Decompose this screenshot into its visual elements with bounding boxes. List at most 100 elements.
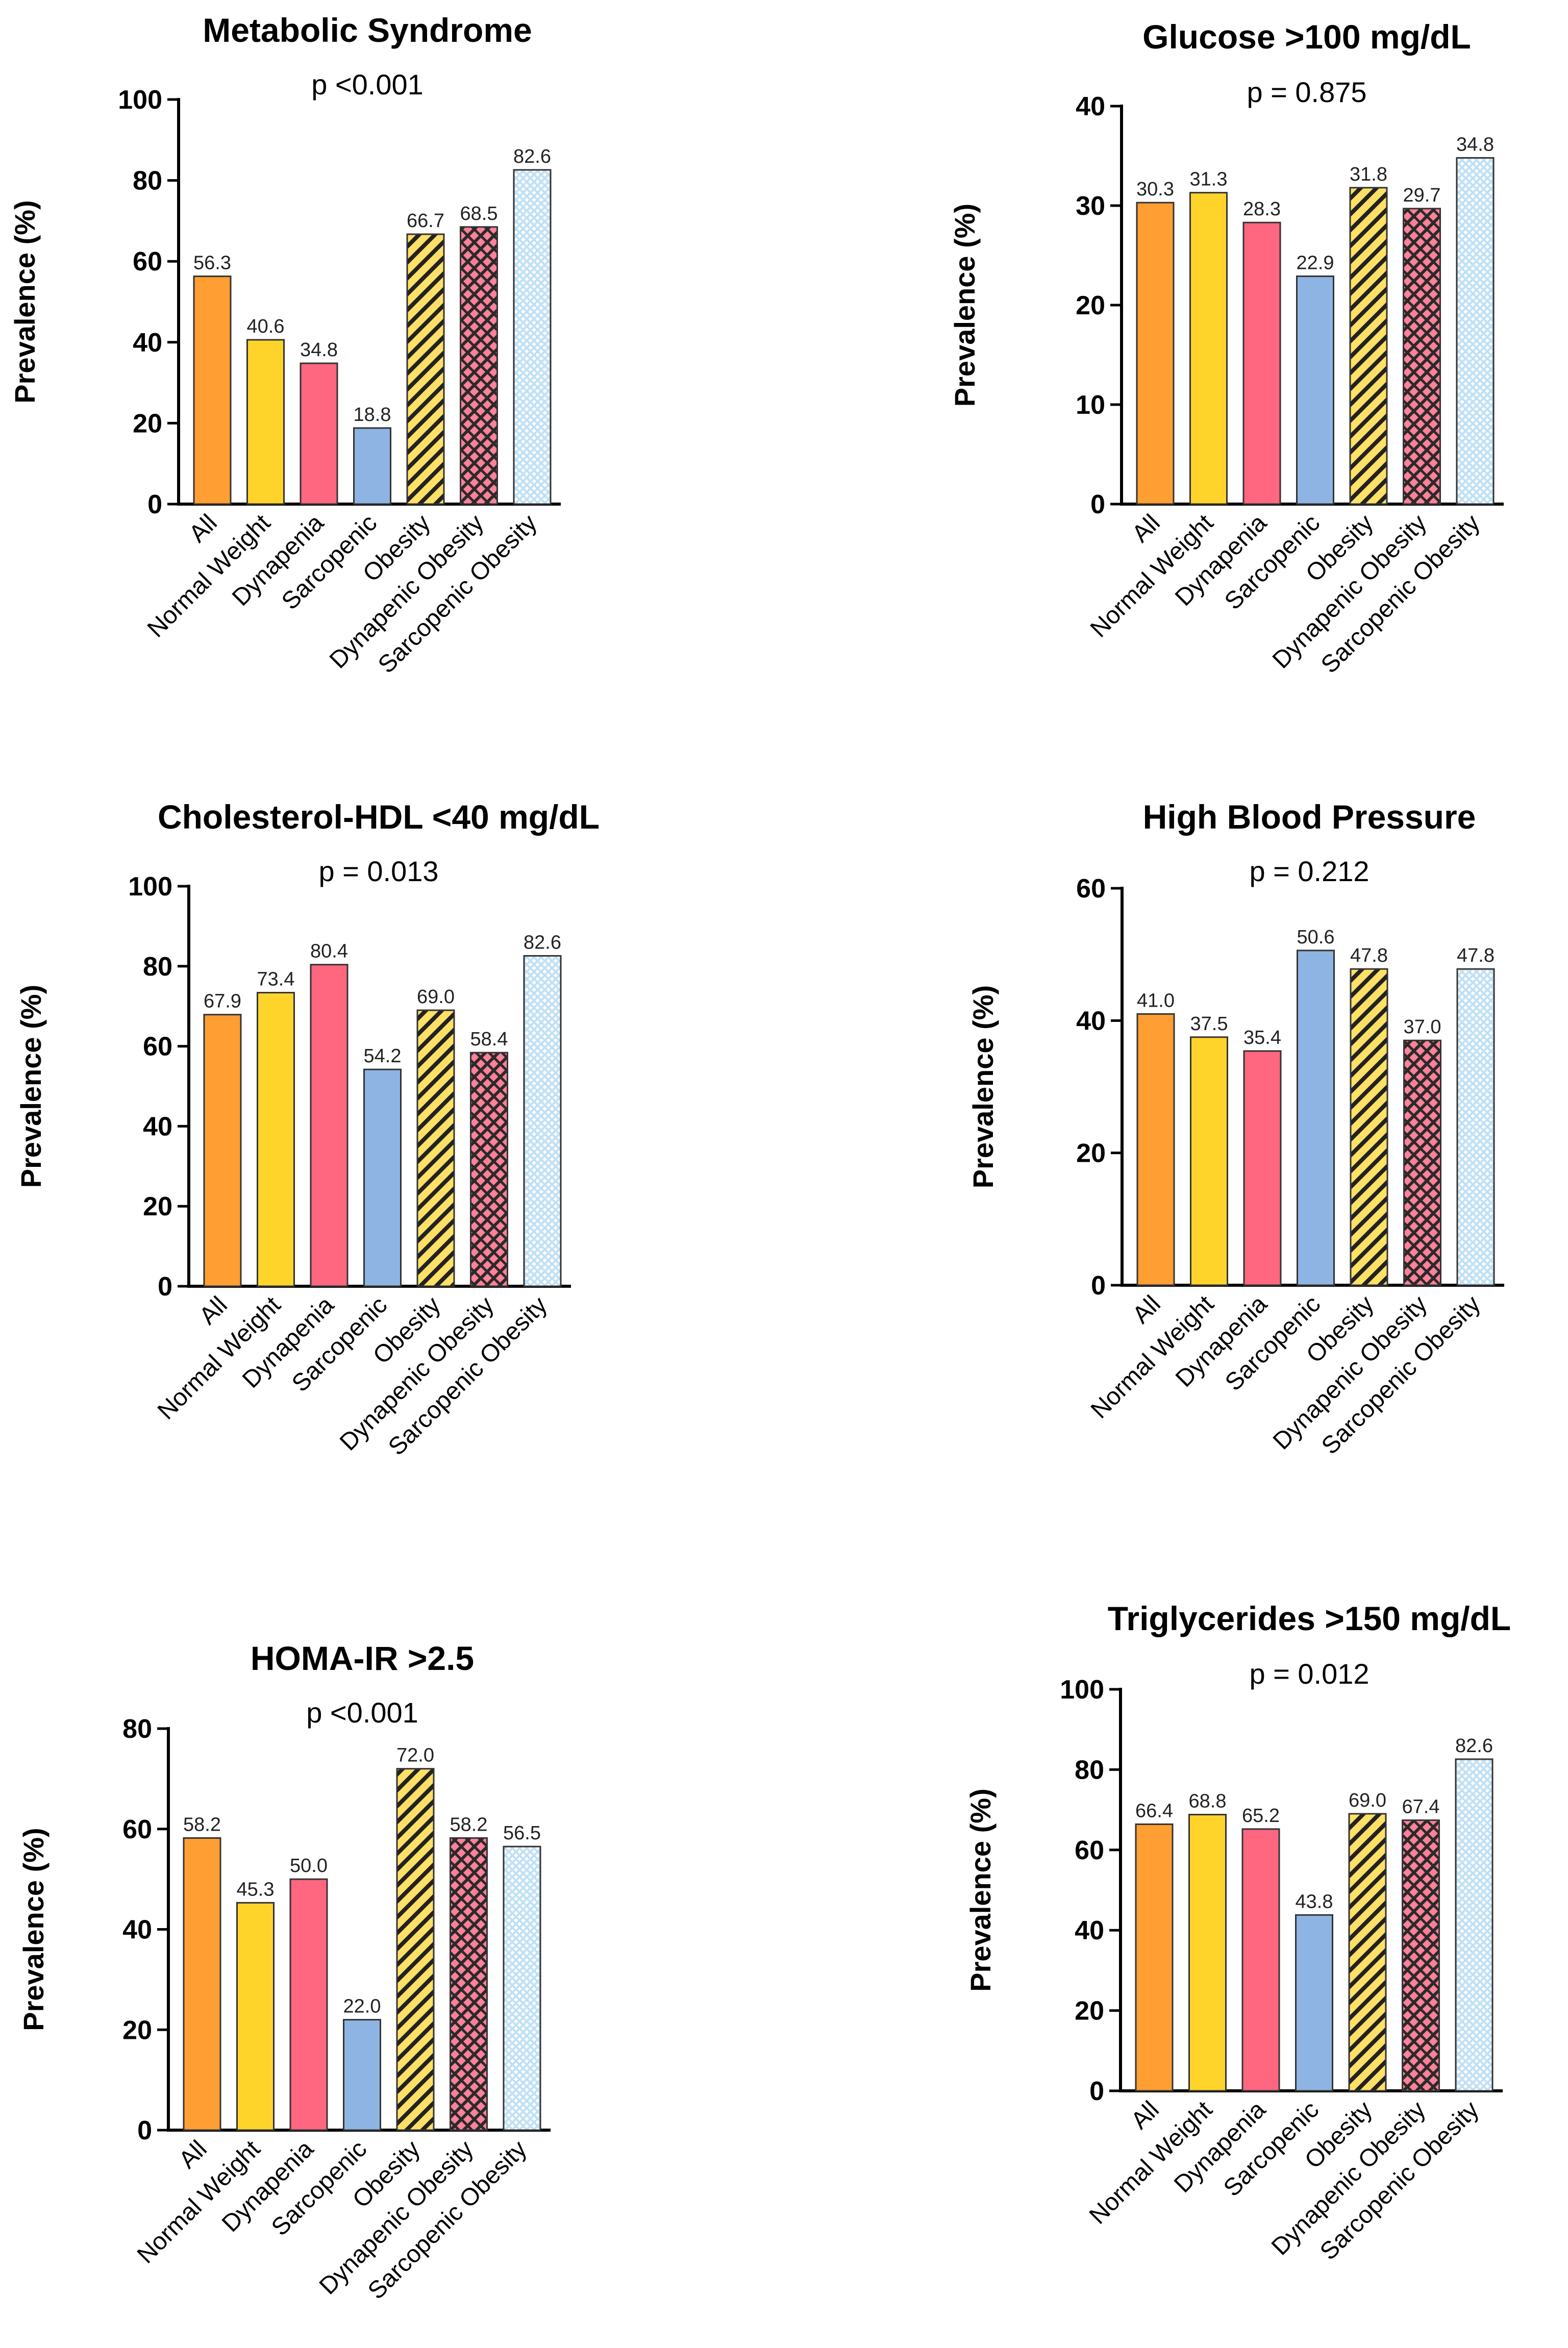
panel-glucose: Glucose >100 mg/dL p = 0.875 Prevalence (%… bbox=[784, 0, 1567, 783]
bar-obesity bbox=[416, 1009, 455, 1287]
chart-triglycerides: Triglycerides >150 mg/dL p = 0.012 Prevale… bbox=[964, 1600, 1511, 2265]
bar-obesity bbox=[1348, 1813, 1387, 2092]
bar-dynapenic-obesity bbox=[450, 1837, 488, 2131]
data-label-all: 66.4 bbox=[1135, 1800, 1173, 1821]
bar-dynapenia bbox=[1243, 1050, 1282, 1286]
data-label-normal-weight: 31.3 bbox=[1190, 169, 1228, 190]
data-label-sarcopenic: 54.2 bbox=[364, 1045, 402, 1067]
p-value: p = 0.875 bbox=[1247, 76, 1366, 108]
x-tick-label-all: All bbox=[184, 509, 222, 547]
bar-sarcopenic-obesity bbox=[523, 955, 562, 1287]
x-tick-label-all: All bbox=[194, 1291, 233, 1330]
data-label-dynapenic-obesity: 37.0 bbox=[1404, 1016, 1441, 1038]
y-tick-label: 100 bbox=[1060, 1675, 1104, 1705]
y-tick-label: 80 bbox=[143, 952, 172, 982]
x-tick-label-all: All bbox=[1126, 2096, 1164, 2134]
bar-normal-weight bbox=[257, 992, 295, 1287]
y-tick-label: 60 bbox=[143, 1032, 172, 1062]
bar-dynapenic-obesity bbox=[1403, 1039, 1441, 1286]
data-label-all: 41.0 bbox=[1137, 990, 1175, 1011]
data-label-dynapenia: 65.2 bbox=[1242, 1805, 1280, 1827]
data-label-sarcopenic-obesity: 82.6 bbox=[1455, 1735, 1493, 1757]
bar-obesity bbox=[406, 233, 445, 505]
data-label-normal-weight: 45.3 bbox=[237, 1879, 275, 1900]
y-tick-label: 40 bbox=[1075, 1916, 1104, 1945]
panel-metabolic-syndrome: Metabolic Syndrome p <0.001 Prevalence (%)… bbox=[0, 0, 784, 783]
data-label-dynapenic-obesity: 68.5 bbox=[460, 203, 498, 224]
y-axis-label: Prevalence (%) bbox=[15, 985, 47, 1188]
bar-sarcopenic bbox=[353, 427, 391, 505]
y-tick-label: 0 bbox=[158, 1272, 172, 1302]
data-label-sarcopenic-obesity: 56.5 bbox=[503, 1822, 541, 1844]
bar-all bbox=[183, 1837, 221, 2131]
bar-all bbox=[193, 276, 232, 505]
bar-all bbox=[1135, 1823, 1174, 2092]
data-label-dynapenia: 80.4 bbox=[310, 941, 348, 962]
bar-obesity bbox=[396, 1768, 435, 2131]
chart-high-blood-pressure: High Blood Pressure p = 0.212 Prevalence (… bbox=[967, 798, 1504, 1460]
y-tick-label: 20 bbox=[1076, 1139, 1106, 1168]
data-label-obesity: 47.8 bbox=[1350, 945, 1388, 966]
data-label-sarcopenic-obesity: 82.6 bbox=[513, 146, 551, 167]
y-tick-label: 40 bbox=[143, 1112, 172, 1141]
bar-dynapenic-obesity bbox=[1403, 208, 1441, 505]
chart-title: Metabolic Syndrome bbox=[203, 11, 532, 49]
data-label-dynapenic-obesity: 67.4 bbox=[1402, 1796, 1440, 1818]
data-label-sarcopenic: 18.8 bbox=[354, 404, 391, 426]
panel-high-blood-pressure: High Blood Pressure p = 0.212 Prevalence (… bbox=[784, 783, 1567, 1565]
y-tick-label: 60 bbox=[1076, 874, 1106, 904]
bar-dynapenic-obesity bbox=[1402, 1819, 1440, 2092]
bar-normal-weight bbox=[1188, 1814, 1227, 2092]
bar-sarcopenic-obesity bbox=[1455, 1758, 1494, 2092]
panel-triglycerides: Triglycerides >150 mg/dL p = 0.012 Prevale… bbox=[784, 1565, 1567, 2348]
data-label-all: 56.3 bbox=[193, 253, 231, 274]
y-tick-label: 20 bbox=[1075, 1996, 1104, 2026]
bar-sarcopenic-obesity bbox=[513, 169, 552, 505]
data-label-obesity: 69.0 bbox=[1349, 1790, 1386, 1811]
y-tick-label: 40 bbox=[1076, 92, 1105, 121]
data-label-obesity: 66.7 bbox=[407, 210, 444, 232]
data-label-sarcopenic: 43.8 bbox=[1296, 1891, 1333, 1912]
data-label-normal-weight: 73.4 bbox=[257, 969, 295, 990]
y-tick-label: 80 bbox=[122, 1714, 152, 1744]
data-label-sarcopenic: 50.6 bbox=[1297, 927, 1335, 948]
bar-sarcopenic-obesity bbox=[503, 1845, 541, 2131]
chart-title: High Blood Pressure bbox=[1143, 798, 1476, 836]
y-tick-label: 30 bbox=[1076, 191, 1105, 221]
bar-sarcopenic bbox=[1297, 950, 1335, 1286]
chart-metabolic-syndrome: Metabolic Syndrome p <0.001 Prevalence (%)… bbox=[9, 11, 561, 679]
bar-normal-weight bbox=[236, 1902, 275, 2131]
bar-dynapenia bbox=[310, 964, 349, 1287]
chart-glucose: Glucose >100 mg/dL p = 0.875 Prevalence (%… bbox=[949, 18, 1504, 679]
data-label-obesity: 31.8 bbox=[1350, 164, 1387, 185]
data-label-sarcopenic: 22.9 bbox=[1297, 252, 1334, 273]
chart-homa-ir: HOMA-IR >2.5 p <0.001 Prevalence (%) 0 20 40 6… bbox=[17, 1639, 551, 2305]
chart-title: Glucose >100 mg/dL bbox=[1142, 18, 1471, 56]
bar-dynapenic-obesity bbox=[470, 1052, 508, 1287]
y-tick-label: 60 bbox=[133, 247, 162, 277]
bar-dynapenia bbox=[289, 1878, 328, 2131]
y-tick-label: 20 bbox=[122, 2015, 152, 2045]
chart-title: Cholesterol-HDL <40 mg/dL bbox=[158, 798, 600, 836]
bar-dynapenia bbox=[1241, 1828, 1280, 2092]
chart-title: Triglycerides >150 mg/dL bbox=[1108, 1600, 1511, 1637]
bar-obesity bbox=[1350, 968, 1388, 1286]
y-tick-label: 100 bbox=[128, 872, 172, 902]
y-tick-label: 0 bbox=[1091, 1271, 1106, 1301]
data-label-all: 30.3 bbox=[1136, 179, 1174, 200]
bar-sarcopenic bbox=[343, 2019, 381, 2131]
data-label-sarcopenic: 22.0 bbox=[343, 1996, 381, 2017]
y-tick-label: 40 bbox=[1076, 1006, 1106, 1036]
data-label-sarcopenic-obesity: 47.8 bbox=[1457, 945, 1495, 966]
data-label-dynapenic-obesity: 29.7 bbox=[1403, 185, 1441, 206]
data-label-dynapenic-obesity: 58.2 bbox=[450, 1814, 488, 1835]
bar-all bbox=[1136, 202, 1175, 505]
y-tick-label: 60 bbox=[1075, 1836, 1104, 1865]
y-axis-label: Prevalence (%) bbox=[9, 200, 41, 403]
y-tick-label: 60 bbox=[122, 1815, 152, 1844]
y-tick-label: 80 bbox=[133, 166, 162, 196]
y-axis-label: Prevalence (%) bbox=[964, 1788, 997, 1991]
data-label-obesity: 72.0 bbox=[396, 1745, 434, 1766]
data-label-dynapenia: 50.0 bbox=[290, 1855, 328, 1877]
